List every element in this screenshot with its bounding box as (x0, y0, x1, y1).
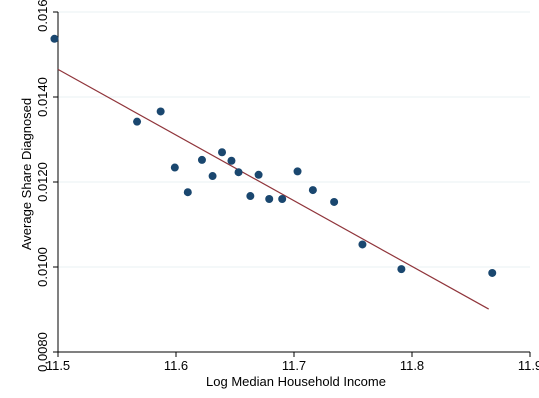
x-axis-ticks: 11.5 11.6 11.7 11.8 11.9 (46, 352, 539, 373)
data-point (246, 192, 255, 201)
data-point (227, 156, 236, 165)
y-tick-label: 0.0100 (35, 247, 50, 287)
data-point (358, 240, 367, 249)
data-point (330, 197, 339, 206)
data-point (197, 155, 206, 164)
x-axis-title: Log Median Household Income (206, 374, 386, 389)
data-point (234, 168, 243, 177)
data-point (156, 107, 165, 116)
data-point (50, 34, 59, 43)
y-axis-ticks: 0.0080 0.0100 0.0120 0.0140 0.0160 (35, 0, 58, 372)
y-tick-label: 0.0160 (35, 0, 50, 32)
data-point (293, 167, 302, 176)
y-axis-title: Average Share Diagnosed (19, 98, 34, 250)
data-point (278, 195, 287, 203)
y-tick-label: 0.0140 (35, 77, 50, 117)
data-point (308, 186, 317, 195)
y-tick-label: 0.0080 (35, 332, 50, 372)
x-tick-label: 11.6 (164, 358, 188, 373)
data-point (183, 188, 192, 197)
data-point (488, 268, 497, 277)
y-tick-label: 0.0120 (35, 162, 50, 202)
data-points (50, 34, 497, 277)
x-tick-label: 11.5 (46, 358, 70, 373)
data-point (265, 195, 274, 203)
data-point (170, 163, 179, 172)
data-point (397, 265, 406, 274)
x-tick-label: 11.7 (282, 358, 306, 373)
x-tick-label: 11.9 (518, 358, 539, 373)
data-point (254, 170, 263, 179)
x-tick-label: 11.8 (400, 358, 424, 373)
data-point (208, 172, 217, 181)
fit-line (57, 68, 489, 310)
data-point (218, 148, 227, 157)
data-point (133, 117, 142, 126)
fit-line-group (57, 68, 489, 310)
